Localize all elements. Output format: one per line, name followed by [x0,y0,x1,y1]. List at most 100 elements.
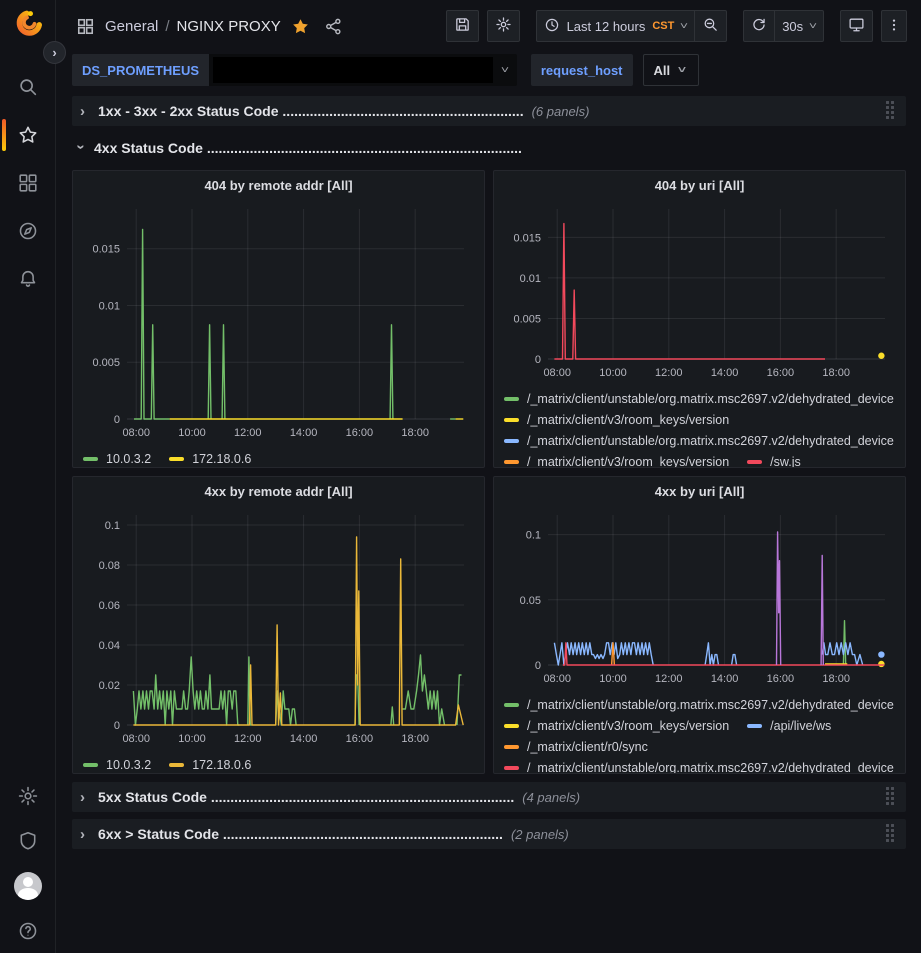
legend-series-name: 172.18.0.6 [192,758,252,772]
legend-series-name: /_matrix/client/unstable/org.matrix.msc2… [527,434,894,448]
svg-text:0.05: 0.05 [520,595,541,607]
legend-swatch [504,703,519,707]
svg-text:16:00: 16:00 [346,733,374,745]
sidebar-item-starred[interactable] [0,119,56,151]
svg-text:14:00: 14:00 [711,673,739,685]
time-series-chart[interactable]: 08:00 10:00 12:00 14:00 16:00 18:00 0 0.02 0.04 0… [83,505,474,754]
sidebar-item-alerting[interactable] [0,267,56,291]
refresh-icon [751,17,767,36]
row-header-4xx[interactable]: › 4xx Status Code ......................… [72,140,522,156]
sidebar-item-help[interactable] [0,919,56,943]
panel-title[interactable]: 404 by remote addr [All] [204,177,353,193]
sidebar-item-profile[interactable] [0,872,56,900]
row-drag-handle[interactable] [886,787,900,807]
time-series-chart[interactable]: 08:00 10:00 12:00 14:00 16:00 18:00 0 0.005 0.01… [504,199,895,388]
legend-item[interactable]: /_matrix/client/v3/room_keys/version [504,719,729,733]
variable-label[interactable]: DS_PROMETHEUS [72,54,210,86]
refresh-interval-dropdown[interactable]: 30s ˅ [775,10,824,42]
legend-series-name: /_matrix/client/v3/room_keys/version [527,455,730,467]
panel-title[interactable]: 404 by uri [All] [654,177,745,193]
row-header-1xx-3xx-2xx[interactable]: › 1xx - 3xx - 2xx Status Code ..........… [72,96,906,126]
time-series-chart[interactable]: 08:00 10:00 12:00 14:00 16:00 18:00 0 0.05 0.1 [504,505,895,694]
svg-text:0: 0 [114,720,120,732]
sidebar-expand-button[interactable]: › [43,41,66,64]
breadcrumb-page: NGINX PROXY [176,17,281,35]
panel-4xx-by-remote-addr: 4xx by remote addr [All] 08:00 10:00 12:00… [72,476,485,774]
legend-swatch [83,457,98,461]
gear-icon [495,16,512,36]
datasource-select[interactable]: ˅ [209,54,517,86]
row-header-5xx[interactable]: › 5xx Status Code ......................… [72,782,906,812]
legend-series-name: /_matrix/client/unstable/org.matrix.msc2… [527,392,894,406]
grafana-logo[interactable] [0,10,56,36]
row-header-6xx[interactable]: › 6xx > Status Code ....................… [72,819,906,849]
panel-title[interactable]: 4xx by uri [All] [654,483,745,499]
request-host-select[interactable]: All ˅ [642,54,699,86]
more-options-kebab-button[interactable] [881,10,907,42]
variable-request-host: request_host All ˅ [530,54,699,86]
legend-item[interactable]: 172.18.0.6 [169,758,251,772]
kebab-icon [886,17,902,36]
apps-grid-icon[interactable] [76,17,95,36]
svg-text:0.08: 0.08 [99,560,120,572]
legend-item[interactable]: /_matrix/client/unstable/org.matrix.msc2… [504,761,894,773]
sidebar-item-server-admin[interactable] [0,829,56,853]
svg-text:12:00: 12:00 [655,673,683,685]
panel-404-by-remote-addr: 404 by remote addr [All] 08:00 10:00 12:00… [72,170,485,468]
legend-item[interactable]: /_matrix/client/r0/sync [504,740,648,754]
svg-text:0.06: 0.06 [99,600,120,612]
svg-text:12:00: 12:00 [655,367,683,379]
svg-text:0: 0 [114,414,120,426]
dashboard-settings-button[interactable] [486,10,520,42]
legend-series-name: 172.18.0.6 [192,452,252,466]
legend-swatch [504,439,519,443]
monitor-icon [848,16,865,36]
panel-count: (4 panels) [522,789,581,805]
dashboard-header: General / NGINX PROXY [56,0,921,52]
timezone-label: CST [652,20,675,32]
time-series-chart[interactable]: 08:00 10:00 12:00 14:00 16:00 18:00 0 0.005 0.01… [83,199,474,448]
svg-text:08:00: 08:00 [122,733,150,745]
share-icon[interactable] [324,17,343,36]
breadcrumb[interactable]: General / NGINX PROXY [105,17,281,35]
zoom-out-time-button[interactable] [695,10,728,42]
panel-title[interactable]: 4xx by remote addr [All] [204,483,353,499]
legend-swatch [747,460,763,464]
request-host-value: All [653,62,671,78]
legend-item[interactable]: 172.18.0.6 [169,452,251,466]
legend-item[interactable]: /_matrix/client/unstable/org.matrix.msc2… [504,698,894,712]
save-dashboard-button[interactable] [445,10,479,42]
legend-swatch [747,724,763,728]
svg-text:0.1: 0.1 [105,520,120,532]
sidebar-item-explore[interactable] [0,219,56,243]
legend-item[interactable]: 10.0.3.2 [83,452,151,466]
time-range-picker[interactable]: Last 12 hours CST ˅ [535,10,696,42]
refresh-button[interactable] [743,10,776,42]
favorite-star-icon[interactable] [291,17,310,36]
sidebar-item-configuration[interactable] [0,784,56,808]
svg-text:0: 0 [535,354,541,366]
breadcrumb-section[interactable]: General [105,17,159,35]
chevron-down-icon: ˅ [808,20,818,32]
legend-item[interactable]: 10.0.3.2 [83,758,151,772]
row-drag-handle[interactable] [886,824,900,844]
legend-item[interactable]: /api/live/ws [747,719,831,733]
legend-swatch [169,763,185,767]
search-icon [17,76,39,98]
legend-series-name: /_matrix/client/unstable/org.matrix.msc2… [527,761,894,773]
legend-item[interactable]: /_matrix/client/unstable/org.matrix.msc2… [504,392,894,406]
panel-404-by-uri: 404 by uri [All] 08:00 10:00 12:00 14:00 16:… [493,170,906,468]
variable-label[interactable]: request_host [530,54,633,86]
sidebar-item-dashboards[interactable] [0,171,56,195]
legend-swatch [504,745,519,749]
legend-item[interactable]: /_matrix/client/v3/room_keys/version [504,413,729,427]
legend-item[interactable]: /sw.js [747,455,801,467]
row-drag-handle[interactable] [886,101,900,121]
sidebar-item-search[interactable] [0,75,56,99]
legend-item[interactable]: /_matrix/client/v3/room_keys/version [504,455,729,467]
legend-item[interactable]: /_matrix/client/unstable/org.matrix.msc2… [504,434,894,448]
kiosk-mode-button[interactable] [840,10,873,42]
svg-text:14:00: 14:00 [290,427,318,439]
chevron-right-icon: › [80,102,85,120]
chevron-down-icon: ˅ [680,20,689,32]
